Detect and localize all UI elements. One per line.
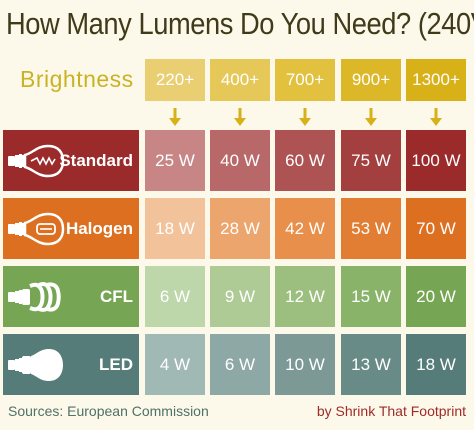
row-label-halogen: Halogen bbox=[3, 198, 139, 259]
wattage-cell: 18 W bbox=[406, 334, 466, 395]
wattage-cell: 13 W bbox=[341, 334, 401, 395]
row-label-cfl: CFL bbox=[3, 266, 139, 327]
wattage-cell: 15 W bbox=[341, 266, 401, 327]
lumen-header-4: 900+ bbox=[341, 59, 401, 101]
lumen-header-5: 1300+ bbox=[406, 59, 466, 101]
down-arrow-icon bbox=[365, 108, 377, 126]
row-label-led: LED bbox=[3, 334, 139, 395]
row-label-text: LED bbox=[99, 355, 133, 374]
wattage-cell: 20 W bbox=[406, 266, 466, 327]
down-arrow-icon bbox=[169, 108, 181, 126]
wattage-cell: 9 W bbox=[210, 266, 270, 327]
credit-note: by Shrink That Footprint bbox=[316, 403, 466, 419]
wattage-cell: 42 W bbox=[275, 198, 335, 259]
lumen-header-3: 700+ bbox=[275, 59, 335, 101]
row-label-text: Halogen bbox=[65, 219, 133, 238]
sources-note: Sources: European Commission bbox=[8, 403, 209, 419]
page-title: How Many Lumens Do You Need? (240V) bbox=[6, 6, 474, 41]
row-label-text: Standard bbox=[59, 151, 133, 170]
wattage-cell: 70 W bbox=[406, 198, 466, 259]
lumen-header-2: 400+ bbox=[210, 59, 270, 101]
down-arrow-icon bbox=[430, 108, 442, 126]
wattage-cell: 6 W bbox=[145, 266, 205, 327]
wattage-cell: 40 W bbox=[210, 130, 270, 191]
down-arrow-icon bbox=[299, 108, 311, 126]
wattage-cell: 4 W bbox=[145, 334, 205, 395]
lumen-header-1: 220+ bbox=[145, 59, 205, 101]
brightness-label: Brightness bbox=[20, 66, 134, 92]
row-label-text: CFL bbox=[99, 287, 133, 306]
row-label-standard: Standard bbox=[3, 130, 139, 191]
wattage-cell: 6 W bbox=[210, 334, 270, 395]
wattage-cell: 12 W bbox=[275, 266, 335, 327]
wattage-cell: 25 W bbox=[145, 130, 205, 191]
wattage-cell: 28 W bbox=[210, 198, 270, 259]
wattage-cell: 60 W bbox=[275, 130, 335, 191]
wattage-cell: 75 W bbox=[341, 130, 401, 191]
wattage-cell: 10 W bbox=[275, 334, 335, 395]
down-arrow-icon bbox=[234, 108, 246, 126]
wattage-cell: 100 W bbox=[406, 130, 466, 191]
wattage-cell: 18 W bbox=[145, 198, 205, 259]
wattage-cell: 53 W bbox=[341, 198, 401, 259]
